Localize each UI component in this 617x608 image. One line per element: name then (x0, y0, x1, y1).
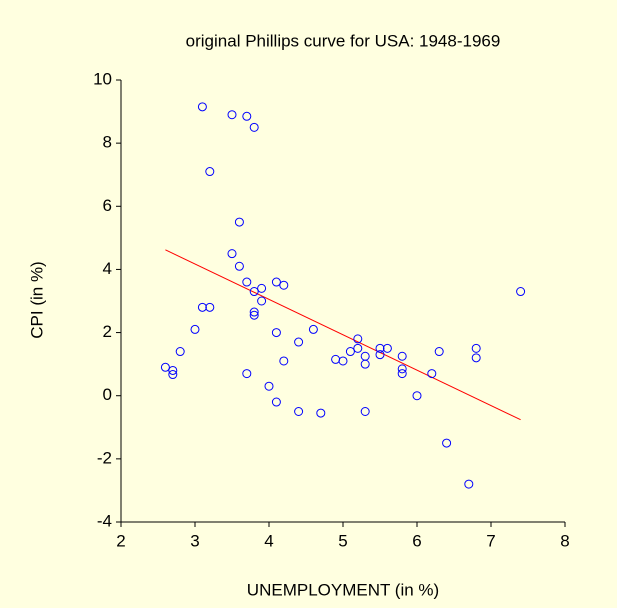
x-tick-label: 5 (338, 531, 347, 550)
x-tick-label: 6 (412, 531, 421, 550)
data-point (175, 347, 185, 357)
y-axis-label: CPI (in %) (27, 261, 46, 338)
data-point (316, 408, 326, 418)
data-point (227, 249, 237, 259)
data-point (434, 347, 444, 357)
data-point (227, 110, 237, 120)
x-axis-label: UNEMPLOYMENT (in %) (247, 580, 439, 599)
data-point (375, 343, 385, 353)
data-point (516, 287, 526, 297)
data-point (242, 277, 252, 287)
y-tick-label: 4 (103, 259, 112, 278)
data-point (360, 359, 370, 369)
y-tick-label: 0 (103, 385, 112, 404)
data-point (471, 353, 481, 363)
chart-title: original Phillips curve for USA: 1948-19… (186, 31, 501, 50)
data-point (294, 337, 304, 347)
x-tick-label: 8 (560, 531, 569, 550)
y-tick-label: 8 (103, 133, 112, 152)
fit-line (165, 249, 521, 421)
data-point (345, 347, 355, 357)
data-point (412, 391, 422, 401)
data-point (271, 277, 281, 287)
data-point (279, 280, 289, 290)
data-point (279, 356, 289, 366)
x-tick-label: 4 (264, 531, 273, 550)
data-point (205, 302, 215, 312)
data-point (190, 324, 200, 334)
data-point (471, 343, 481, 353)
data-point (397, 351, 407, 361)
y-tick-label: -4 (97, 511, 112, 530)
data-point (427, 369, 437, 379)
data-point (264, 381, 274, 391)
data-point (271, 328, 281, 338)
data-point (249, 310, 259, 320)
data-point (294, 407, 304, 416)
data-point (205, 167, 215, 177)
y-tick-label: -2 (97, 448, 112, 467)
data-point (249, 307, 259, 317)
data-point (375, 350, 385, 360)
data-point (360, 407, 370, 416)
data-point (397, 369, 407, 379)
data-point (234, 261, 244, 271)
data-point (242, 111, 252, 121)
x-tick-label: 7 (486, 531, 495, 550)
data-point (197, 102, 207, 112)
y-tick-label: 6 (103, 196, 112, 215)
data-point (242, 369, 252, 379)
y-tick-label: 2 (103, 322, 112, 341)
data-point (257, 296, 267, 306)
data-point (249, 287, 259, 297)
data-point (308, 324, 318, 334)
data-point (353, 343, 363, 353)
data-point (382, 343, 392, 353)
data-point (234, 217, 244, 227)
data-point (168, 365, 178, 375)
x-tick-label: 3 (190, 531, 199, 550)
data-point (397, 364, 407, 374)
data-point (249, 122, 259, 132)
y-tick-label: 10 (93, 69, 112, 88)
data-point (338, 356, 348, 366)
data-point (464, 479, 474, 489)
data-point (257, 283, 267, 293)
data-point (168, 370, 178, 380)
x-tick-label: 2 (116, 531, 125, 550)
data-point (160, 362, 170, 372)
data-point (442, 438, 452, 448)
data-point (353, 334, 363, 344)
data-point (271, 397, 281, 407)
data-point (197, 302, 207, 312)
